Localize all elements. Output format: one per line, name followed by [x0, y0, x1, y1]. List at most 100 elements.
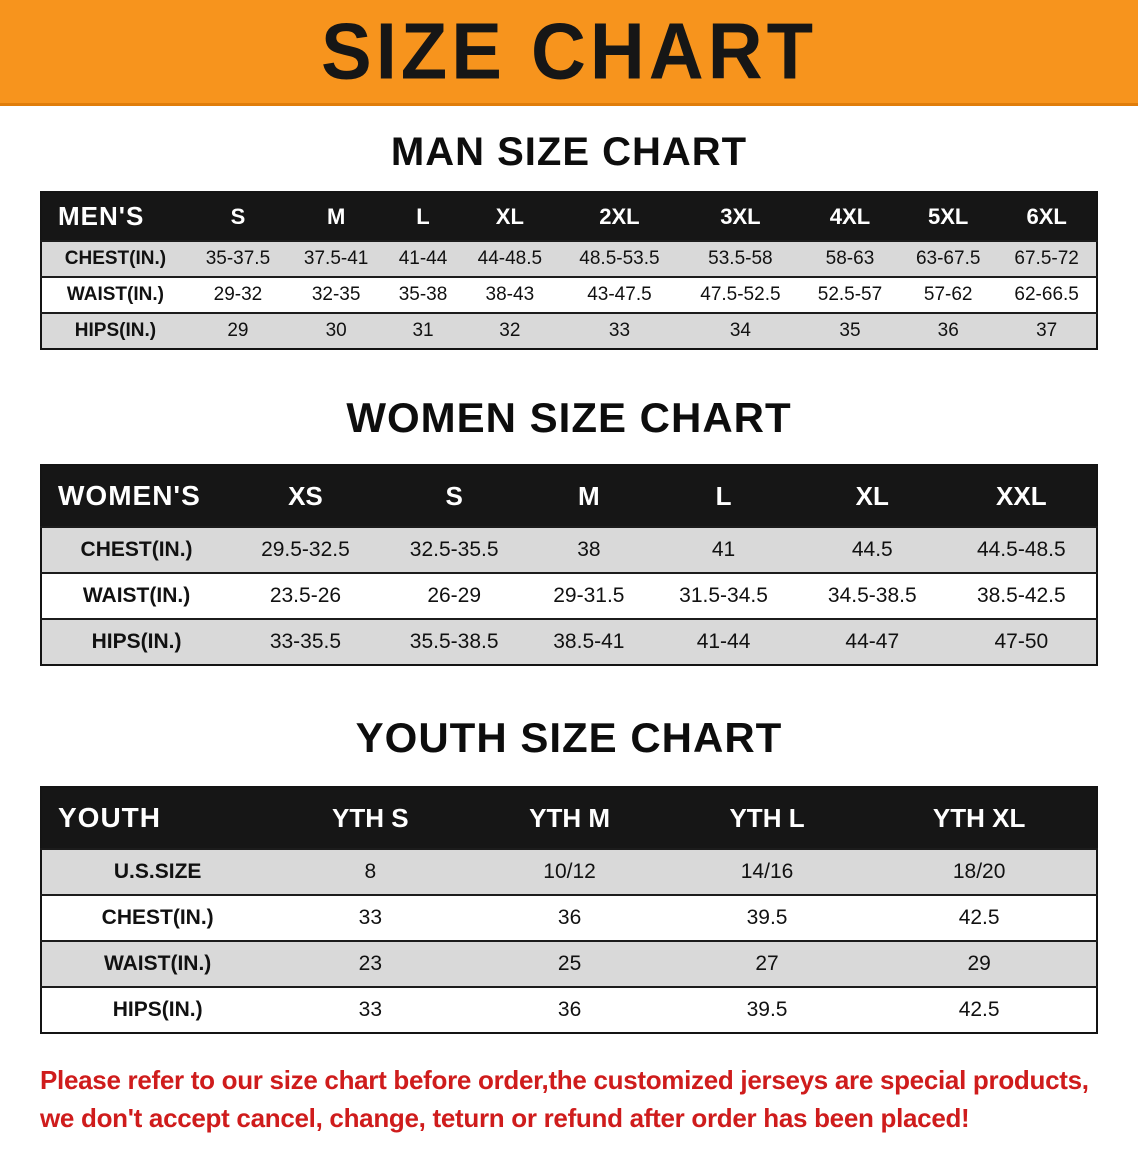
- table-row: CHEST(IN.) 33 36 39.5 42.5: [41, 895, 1097, 941]
- cell-value: 29-31.5: [553, 584, 625, 607]
- cell-value: 58-63: [825, 248, 875, 269]
- footer-note-line1: Please refer to our size chart before or…: [40, 1065, 1089, 1095]
- cell-value: 37: [1036, 320, 1058, 341]
- cell-value: 25: [557, 952, 582, 975]
- cell-value: 36: [937, 320, 959, 341]
- men-size-section: MAN SIZE CHART MEN'S S M L XL 2XL 3XL 4XL 5XL 6XL…: [0, 106, 1138, 350]
- cell-value: 42.5: [958, 998, 1000, 1021]
- cell-value: 63-67.5: [915, 248, 981, 269]
- cell-value: 44.5-48.5: [976, 538, 1066, 561]
- cell-value: 29: [967, 952, 991, 975]
- row-label: WAIST(IN.): [82, 584, 191, 607]
- youth-size-section: YOUTH SIZE CHART YOUTH YTH S YTH M YTH L YTH…: [0, 666, 1138, 1034]
- cell-value: 10/12: [543, 860, 596, 883]
- men-header-label: MEN'S: [58, 201, 145, 231]
- column-header: 5XL: [928, 203, 969, 229]
- cell-value: 36: [557, 998, 582, 1021]
- row-label: CHEST(IN.): [101, 906, 214, 929]
- cell-value: 39.5: [746, 906, 788, 929]
- cell-value: 27: [755, 952, 779, 975]
- column-header: YTH S: [332, 802, 409, 833]
- cell-value: 44.5: [851, 538, 893, 561]
- cell-value: 29: [227, 320, 249, 341]
- cell-value: 34: [729, 320, 751, 341]
- footer-note-line2: we don't accept cancel, change, teturn o…: [40, 1102, 970, 1133]
- youth-size-table: YOUTH YTH S YTH M YTH L YTH XL U.S.SIZE 8 10/12…: [40, 786, 1098, 1034]
- cell-value: 8: [364, 860, 377, 883]
- column-header: XS: [288, 480, 323, 511]
- cell-value: 33: [608, 320, 631, 341]
- banner-title: SIZE CHART: [321, 6, 817, 96]
- cell-value: 29-32: [213, 284, 263, 305]
- cell-value: 32.5-35.5: [409, 538, 499, 561]
- row-label: HIPS(IN.): [91, 630, 182, 653]
- row-label: HIPS(IN.): [112, 998, 203, 1021]
- table-row: CHEST(IN.) 35-37.5 37.5-41 41-44 44-48.5 48.5…: [41, 241, 1097, 277]
- cell-value: 52.5-57: [817, 284, 883, 305]
- size-chart-banner: SIZE CHART: [0, 0, 1138, 106]
- women-section-heading: WOMEN SIZE CHART: [346, 394, 792, 441]
- column-header: M: [578, 480, 600, 511]
- column-header: L: [416, 203, 430, 229]
- row-label: WAIST(IN.): [103, 952, 212, 975]
- column-header: XXL: [996, 480, 1047, 511]
- cell-value: 30: [325, 320, 347, 341]
- cell-value: 33: [358, 906, 383, 929]
- cell-value: 47.5-52.5: [700, 284, 781, 305]
- cell-value: 42.5: [958, 906, 1000, 929]
- cell-value: 38-43: [485, 284, 535, 305]
- men-size-table: MEN'S S M L XL 2XL 3XL 4XL 5XL 6XL CHEST(IN.) 35-37…: [40, 191, 1098, 350]
- table-row: CHEST(IN.) 29.5-32.5 32.5-35.5 38 41 44.5 44.5…: [41, 527, 1097, 573]
- cell-value: 34.5-38.5: [827, 584, 917, 607]
- cell-value: 43-47.5: [587, 284, 652, 305]
- cell-value: 41: [711, 538, 736, 561]
- cell-value: 35-37.5: [205, 248, 271, 269]
- cell-value: 23: [358, 952, 383, 975]
- column-header: 6XL: [1026, 203, 1067, 229]
- column-header: YTH M: [529, 802, 611, 833]
- youth-header-label: YOUTH: [58, 802, 161, 833]
- column-header: YTH L: [729, 802, 805, 833]
- column-header: 4XL: [829, 203, 871, 229]
- cell-value: 36: [557, 906, 582, 929]
- cell-value: 31: [412, 320, 434, 341]
- cell-value: 44-47: [845, 630, 900, 653]
- women-size-table: WOMEN'S XS S M L XL XXL CHEST(IN.) 29.5-32.5 32.5…: [40, 464, 1098, 666]
- cell-value: 48.5-53.5: [579, 248, 660, 269]
- cell-value: 38.5-42.5: [976, 584, 1066, 607]
- cell-value: 57-62: [923, 284, 973, 305]
- cell-value: 32-35: [311, 284, 361, 305]
- table-row: HIPS(IN.) 29 30 31 32 33 34 35 36 37: [41, 313, 1097, 349]
- row-label: HIPS(IN.): [74, 320, 157, 341]
- row-label: CHEST(IN.): [80, 538, 193, 561]
- men-size-table-wrap: MEN'S S M L XL 2XL 3XL 4XL 5XL 6XL CHEST(IN.) 35-37…: [40, 191, 1098, 350]
- cell-value: 18/20: [952, 860, 1006, 883]
- women-size-table-wrap: WOMEN'S XS S M L XL XXL CHEST(IN.) 29.5-32.5 32.5…: [40, 464, 1098, 666]
- column-header: 2XL: [599, 203, 640, 229]
- cell-value: 41-44: [398, 248, 448, 269]
- youth-size-table-wrap: YOUTH YTH S YTH M YTH L YTH XL U.S.SIZE 8 10/12…: [40, 786, 1098, 1034]
- youth-section-heading: YOUTH SIZE CHART: [355, 714, 783, 761]
- cell-value: 14/16: [740, 860, 794, 883]
- cell-value: 32: [499, 320, 521, 341]
- cell-value: 23.5-26: [269, 584, 342, 607]
- cell-value: 35.5-38.5: [409, 630, 499, 653]
- row-label: WAIST(IN.): [66, 284, 164, 305]
- cell-value: 41-44: [696, 630, 751, 653]
- cell-value: 35-38: [398, 284, 448, 305]
- row-label: U.S.SIZE: [113, 860, 202, 883]
- cell-value: 33-35.5: [269, 630, 342, 653]
- men-section-heading: MAN SIZE CHART: [390, 130, 748, 174]
- cell-value: 31.5-34.5: [679, 584, 768, 607]
- footer-note: Please refer to our size chart before or…: [40, 1062, 1098, 1137]
- cell-value: 38.5-41: [553, 630, 625, 653]
- table-row: HIPS(IN.) 33 36 39.5 42.5: [41, 987, 1097, 1033]
- table-row: HIPS(IN.) 33-35.5 35.5-38.5 38.5-41 41-44 44-…: [41, 619, 1097, 665]
- women-size-section: WOMEN SIZE CHART WOMEN'S XS S M L XL XXL CHEST(…: [0, 350, 1138, 666]
- column-header: S: [230, 203, 246, 229]
- cell-value: 26-29: [427, 584, 482, 607]
- table-row: WAIST(IN.) 29-32 32-35 35-38 38-43 43-47.5 47.…: [41, 277, 1097, 313]
- cell-value: 62-66.5: [1014, 284, 1079, 305]
- column-header: YTH XL: [932, 802, 1026, 833]
- cell-value: 47-50: [994, 630, 1049, 653]
